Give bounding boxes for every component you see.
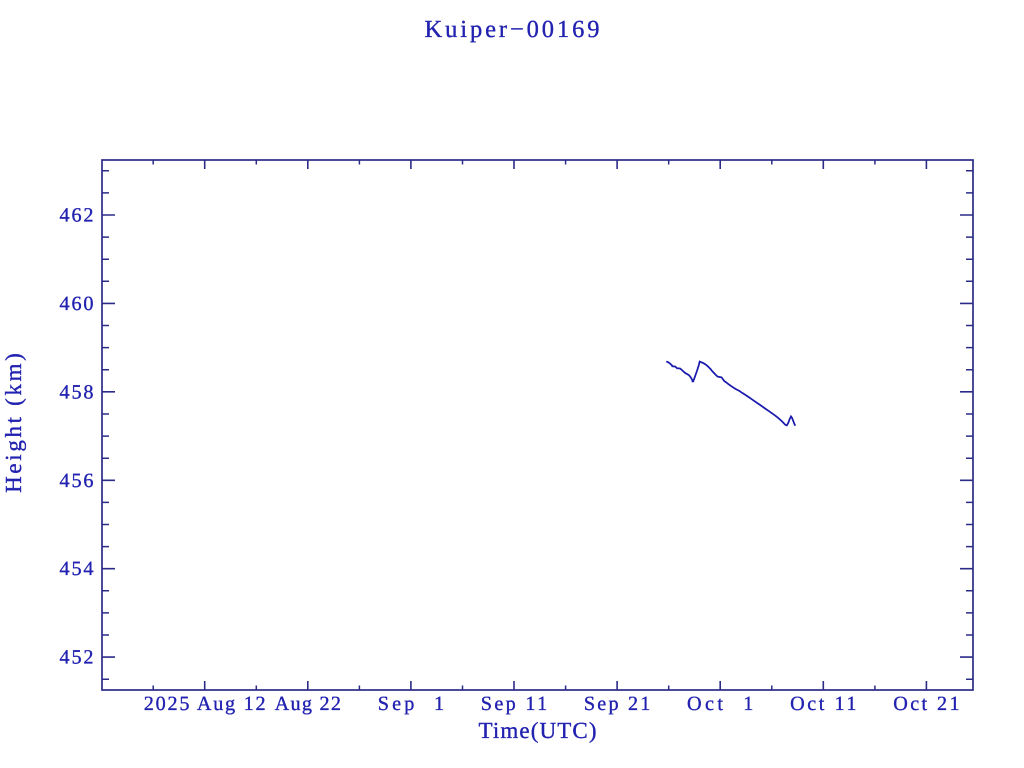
svg-text:Aug 22: Aug 22 <box>275 693 341 715</box>
svg-text:Kuiper−00169: Kuiper−00169 <box>425 16 600 43</box>
svg-text:Oct 21: Oct 21 <box>893 693 959 715</box>
svg-text:Oct 1: Oct 1 <box>687 693 753 715</box>
svg-text:Height (km): Height (km) <box>1 353 26 493</box>
svg-text:454: 454 <box>60 558 94 580</box>
svg-text:Sep 21: Sep 21 <box>584 693 650 715</box>
svg-text:Oct 11: Oct 11 <box>790 693 856 715</box>
svg-text:Sep 11: Sep 11 <box>481 693 547 715</box>
svg-text:Time(UTC): Time(UTC) <box>479 718 597 743</box>
svg-text:Sep 1: Sep 1 <box>378 693 444 715</box>
svg-text:462: 462 <box>60 205 94 227</box>
svg-text:458: 458 <box>60 381 94 403</box>
svg-text:460: 460 <box>60 293 94 315</box>
svg-text:456: 456 <box>60 470 94 492</box>
svg-text:452: 452 <box>60 647 94 669</box>
svg-text:2025 Aug 12: 2025 Aug 12 <box>144 693 266 715</box>
